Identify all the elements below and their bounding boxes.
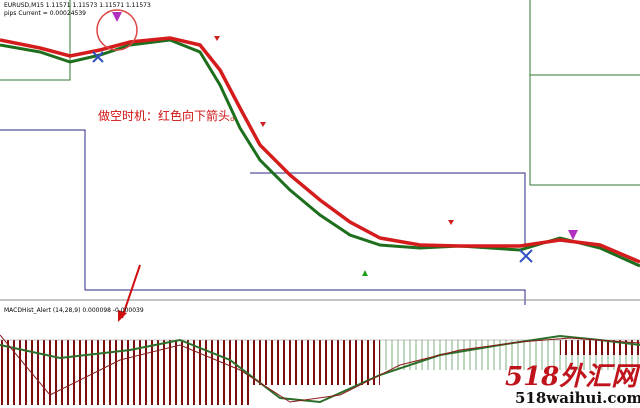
down-arrow <box>448 220 454 225</box>
symbol-line: EURUSD,M15 1.11571 1.11573 1.11571 1.115… <box>4 2 151 9</box>
highlight-circle <box>96 9 138 51</box>
macd-label: MACDHist_Alert (14,28,9) 0.000098 -0.000… <box>4 307 144 314</box>
callout-arrowhead <box>118 310 127 322</box>
macd-hist-red <box>250 340 380 385</box>
watermark-title: 518外汇网 <box>505 362 640 392</box>
down-arrow <box>214 36 220 41</box>
cross-marker <box>92 51 533 263</box>
red-ma <box>0 36 640 264</box>
macd-hist-red <box>560 340 640 355</box>
channel-lines <box>0 0 640 305</box>
down-arrow <box>260 122 266 127</box>
green-ma <box>0 38 640 268</box>
sell-arrow <box>568 230 578 240</box>
indicator-line: pips Current = 0.00024539 <box>4 10 86 17</box>
macd-signal <box>0 334 640 404</box>
watermark-url: 518waihui.com <box>515 389 640 407</box>
up-arrow <box>362 270 368 276</box>
annotation: 做空时机：红色向下箭头。 <box>98 108 242 123</box>
callout-arrow <box>121 264 141 319</box>
macd-line <box>0 334 640 403</box>
sell-arrow <box>112 12 122 22</box>
